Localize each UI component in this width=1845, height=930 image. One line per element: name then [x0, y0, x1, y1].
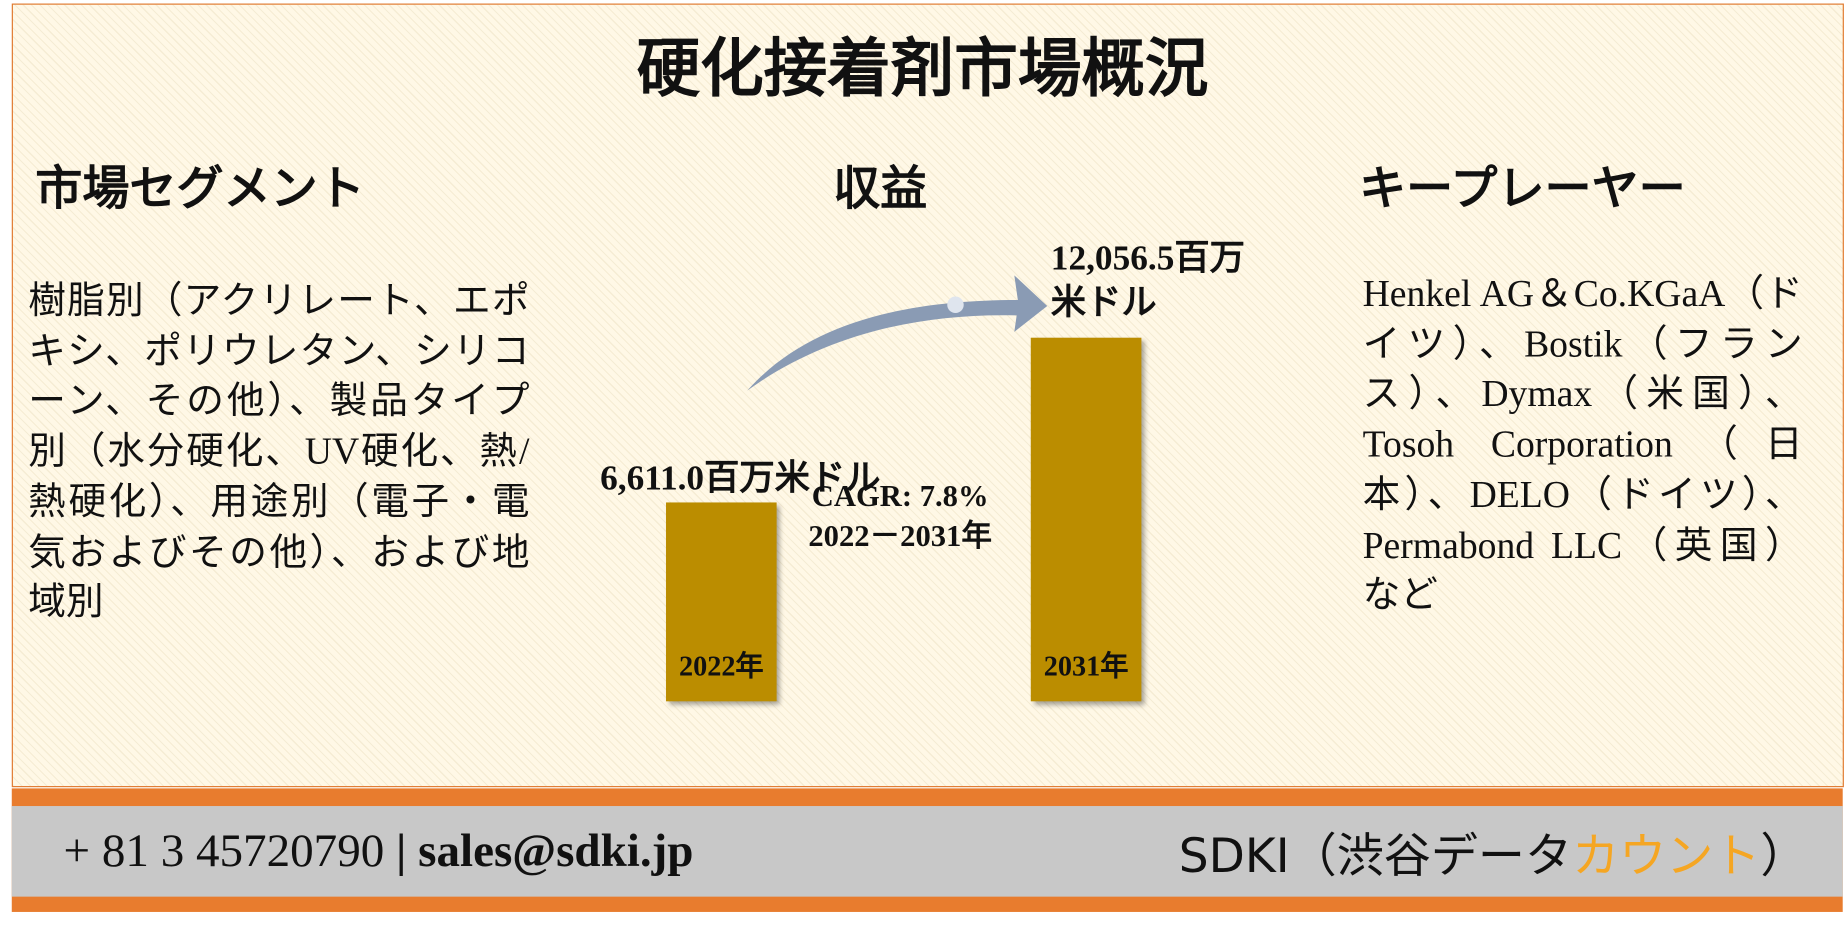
year-label: 2031年	[1043, 651, 1129, 683]
bar	[666, 501, 777, 702]
value-label: 6,611.0百万米ドル	[600, 458, 881, 498]
phone: + 81 3 45720790	[63, 823, 385, 877]
brand-text: SDKI（渋谷データ	[1178, 829, 1573, 884]
separator: |	[396, 823, 407, 877]
title: 硬化接着剤市場概況	[636, 34, 1209, 105]
cagr-box: CAGR: 7.8% 2022－2031年	[788, 477, 1012, 557]
players-heading: キープレーヤー	[1359, 162, 1686, 216]
players-text: Henkel AG＆Co.KGaA（ドイツ）、Bostik（フランス）、Dyma…	[1362, 271, 1803, 616]
brand-highlight: カウント	[1572, 829, 1761, 884]
footer: + 81 3 45720790 | sales@sdki.jp SDKI（渋谷デ…	[11, 788, 1843, 912]
segments-heading: 市場セグメント	[35, 162, 365, 216]
arrow	[747, 275, 1048, 391]
email: sales@sdki.jp	[418, 823, 694, 877]
contact: + 81 3 45720790 | sales@sdki.jp	[64, 823, 694, 878]
year-label: 2022年	[678, 651, 764, 683]
cagr: CAGR: 7.8%	[811, 478, 989, 514]
arrow-dot	[947, 296, 964, 314]
value-label: 12,056.5百万米ドル	[1050, 238, 1245, 323]
bar	[1030, 337, 1142, 702]
segments-text: 樹脂別（アクリレート、エポキシ、ポリウレタン、シリコーン、その他）、製品タイプ別…	[28, 278, 530, 623]
footer-band: + 81 3 45720790 | sales@sdki.jp SDKI（渋谷デ…	[11, 806, 1843, 897]
revenue-heading: 収益	[833, 162, 928, 216]
period: 2022－2031年	[808, 518, 992, 554]
growth-arrow	[747, 275, 1048, 391]
brand: SDKI（渋谷データカウント）	[1179, 818, 1808, 886]
brand-end: ）	[1760, 829, 1808, 884]
chart: 2022年 6,611.0百万米ドル 2031年 12,056.5百万米ドル	[600, 238, 1245, 702]
panel	[11, 3, 1844, 788]
